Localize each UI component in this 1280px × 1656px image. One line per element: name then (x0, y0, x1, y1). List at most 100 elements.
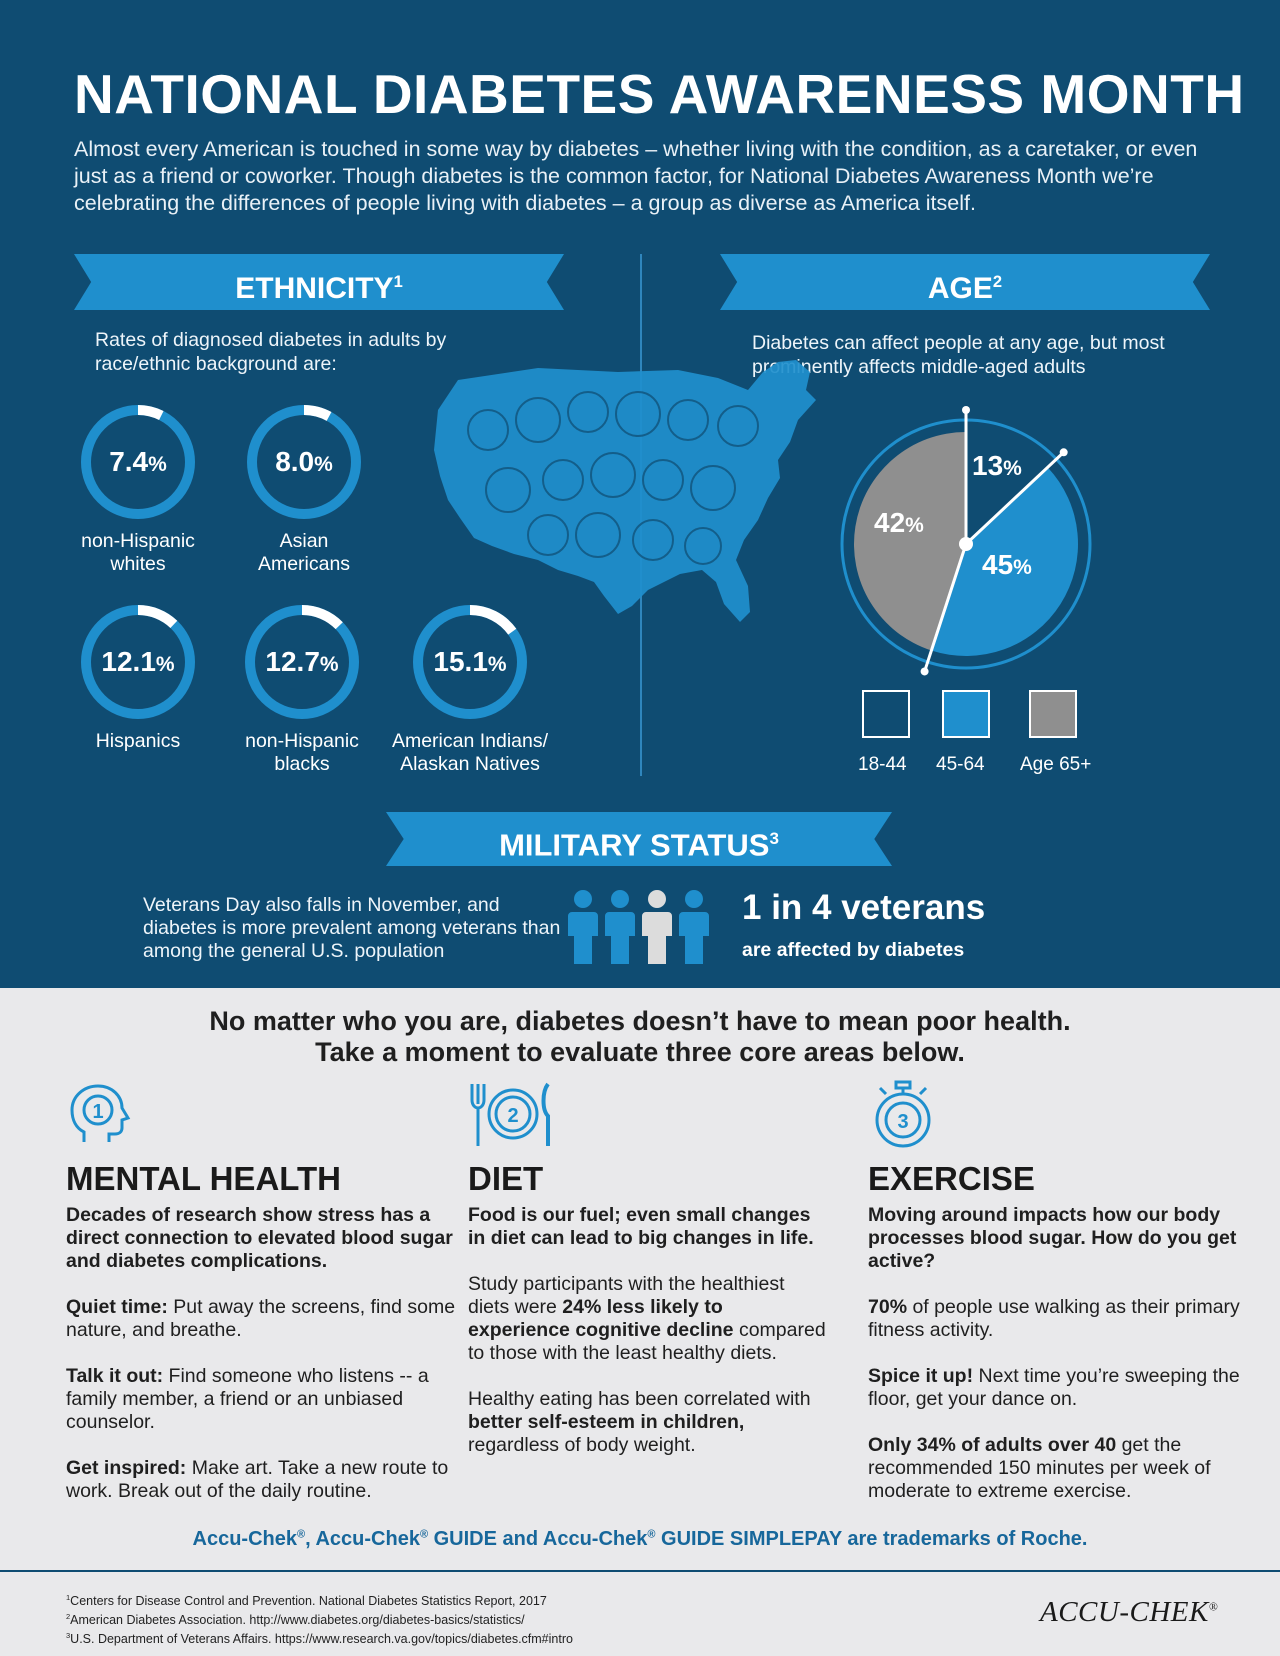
veterans-people-icons (568, 890, 709, 964)
ethnicity-label-line-2: blacks (274, 753, 330, 775)
exercise-fact: 70% of people use walking as their prima… (868, 1296, 1240, 1341)
person-icon (605, 890, 635, 964)
ethnicity-description: Rates of diagnosed diabetes in adults by… (95, 329, 447, 375)
mental-health-body: Decades of research show stress has a di… (66, 1204, 456, 1526)
ethnicity-rate-value: 12.7 (265, 646, 320, 677)
intro-text: Almost every American is touched in some… (74, 137, 1198, 215)
core-headline-line-1: No matter who you are, diabetes doesn’t … (209, 1006, 1071, 1036)
person-icon (568, 890, 598, 964)
svg-text:1: 1 (92, 1101, 103, 1123)
ring-chart (81, 405, 195, 519)
military-heading: MILITARY STATUS (499, 827, 770, 863)
legend-label-18-44: 18-44 (858, 754, 907, 775)
svg-text:2: 2 (507, 1105, 518, 1127)
legend-label-65-plus: Age 65+ (1020, 754, 1092, 775)
veteran-stat: 1 in 4 veterans (742, 888, 986, 927)
ethnicity-label-line-1: Hispanics (95, 730, 181, 752)
page-title: NATIONAL DIABETES AWARENESS MONTH (74, 63, 1245, 125)
legend-swatch-18-44 (862, 690, 910, 738)
pie-center (959, 537, 973, 551)
diet-fact: Healthy eating has been correlated with … (468, 1388, 811, 1456)
military-banner: MILITARY STATUS3 (386, 812, 892, 866)
ethnicity-rate-unit: % (487, 653, 507, 676)
pie-divider-line (923, 543, 968, 672)
plate-fork-knife-icon: 2 (470, 1082, 550, 1146)
ethnicity-label-line-1: Asian (279, 530, 329, 552)
accu-chek-logo: ACCU-CHEK® (1040, 1596, 1219, 1628)
ethnicity-rate-unit: % (155, 653, 175, 676)
ethnicity-label-line-1: American Indians/ (391, 730, 549, 752)
ethnicity-ring: 15.1% (408, 600, 532, 724)
ethnicity-label: non-Hispanic blacks (212, 730, 392, 776)
pie-divider-line (964, 451, 1065, 546)
ethnicity-label-line-2: whites (110, 553, 166, 575)
ethnicity-label: American Indians/Alaskan Natives (380, 730, 560, 776)
core-headline: No matter who you are, diabetes doesn’t … (0, 1006, 1280, 1068)
ethnicity-label-line-2: Americans (257, 553, 351, 575)
ethnicity-label: non-Hispanic whites (48, 530, 228, 576)
ethnicity-ring: 12.7% (240, 600, 364, 724)
ring-chart (413, 605, 527, 719)
ethnicity-rate-unit: % (319, 653, 339, 676)
ethnicity-rate-value: 8.0 (275, 446, 315, 477)
pie-slice-65-plus (854, 432, 966, 651)
mental-health-tip: Quiet time: Put away the screens, find s… (66, 1296, 456, 1341)
person-icon (679, 890, 709, 964)
ethnicity-rate-unit: % (314, 453, 333, 476)
exercise-fact: Spice it up! Next time you’re sweeping t… (868, 1365, 1240, 1410)
mental-health-title: MENTAL HEALTH (66, 1160, 341, 1197)
age-heading: AGE (927, 272, 993, 305)
diet-title: DIET (468, 1160, 544, 1197)
ethnicity-label-line-1: non-Hispanic (245, 730, 359, 752)
mental-health-lead: Decades of research show stress has a di… (66, 1204, 453, 1272)
svg-text:3: 3 (897, 1111, 908, 1133)
diet-lead: Food is our fuel; even small changes in … (468, 1204, 814, 1249)
pie-label-18-44: 13% (972, 450, 1022, 481)
ethnicity-rate-unit: % (148, 453, 167, 476)
ring-chart (81, 605, 195, 719)
age-description: Diabetes can affect people at any age, b… (752, 332, 1165, 378)
ethnicity-label-line-2: Alaskan Natives (400, 753, 540, 775)
ethnicity-ring: 8.0% (242, 400, 366, 524)
exercise-body: Moving around impacts how our body proce… (868, 1204, 1258, 1526)
military-description: Veterans Day also falls in November, and… (143, 894, 561, 962)
military-ref: 3 (769, 829, 779, 848)
diet-fact: Study participants with the healthiest d… (468, 1273, 826, 1364)
footer-divider (0, 1570, 1280, 1572)
ethnicity-banner: ETHNICITY1 (74, 254, 564, 310)
legend-swatch-65-plus (1029, 690, 1077, 738)
reference-item: 3U.S. Department of Veterans Affairs. ht… (66, 1631, 573, 1647)
reference-item: 2American Diabetes Association. http://w… (66, 1612, 525, 1628)
exercise-lead: Moving around impacts how our body proce… (868, 1204, 1237, 1272)
head-number-icon: 1 (70, 1084, 131, 1142)
us-map-illustration (434, 360, 816, 622)
top-section: NATIONAL DIABETES AWARENESS MONTH Almost… (0, 0, 1280, 988)
pie-line-end (920, 667, 929, 676)
ethnicity-rate-value: 7.4 (109, 446, 149, 477)
ethnicity-rate-value: 15.1 (433, 646, 488, 677)
age-banner: AGE2 (720, 254, 1210, 310)
age-pie-chart: 13% 42% 45% (840, 406, 1092, 676)
legend-swatch-45-64 (942, 690, 990, 738)
ring-chart (247, 405, 361, 519)
reference-item: 1Centers for Disease Control and Prevent… (66, 1593, 547, 1609)
mental-health-tip: Get inspired: Make art. Take a new route… (66, 1457, 449, 1502)
age-ref: 2 (992, 273, 1003, 291)
trademark-notice: Accu-Chek®, Accu-Chek® GUIDE and Accu-Ch… (192, 1528, 1088, 1550)
core-headline-line-2: Take a moment to evaluate three core are… (315, 1037, 965, 1067)
ring-chart (245, 605, 359, 719)
exercise-fact: Only 34% of adults over 40 get the recom… (868, 1434, 1211, 1502)
ethnicity-label: Asian Americans (214, 530, 394, 576)
pie-line-end (962, 406, 970, 414)
person-icon-highlighted (642, 890, 672, 964)
ethnicity-ring: 12.1% (76, 600, 200, 724)
ethnicity-heading: ETHNICITY (235, 272, 394, 305)
ethnicity-ring: 7.4% (76, 400, 200, 524)
references: 1Centers for Disease Control and Prevent… (66, 1590, 766, 1647)
diet-body: Food is our fuel; even small changes in … (468, 1204, 828, 1480)
pie-slice-45-64 (931, 467, 1078, 656)
veteran-stat-sub: are affected by diabetes (742, 939, 965, 961)
ethnicity-label-line-1: non-Hispanic (81, 530, 195, 552)
exercise-title: EXERCISE (868, 1160, 1035, 1197)
mental-health-tip: Talk it out: Find someone who listens --… (66, 1365, 429, 1433)
